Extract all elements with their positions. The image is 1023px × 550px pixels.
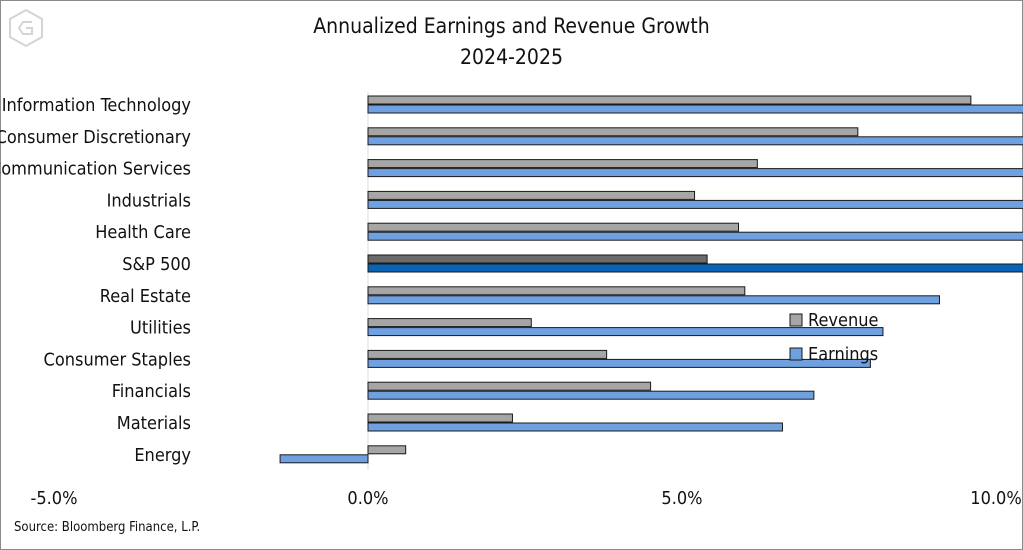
bar-revenue-energy: [367, 445, 407, 455]
bar-revenue-information-technology: [367, 95, 972, 105]
bar-earnings-health-care: [367, 231, 1023, 241]
legend-label-revenue: Revenue: [808, 310, 878, 331]
bar-revenue-utilities: [367, 318, 532, 328]
bar-earnings-real-estate: [367, 295, 940, 305]
bar-earnings-sandp-500: [367, 263, 1023, 273]
category-label-health-care: Health Care: [95, 222, 191, 243]
category-label-real-estate: Real Estate: [100, 286, 191, 307]
x-tick-label: 10.0%: [970, 488, 1021, 509]
bar-earnings-consumer-discretionary: [367, 136, 1023, 146]
bar-revenue-materials: [367, 413, 513, 423]
category-label-industrials: Industrials: [107, 190, 191, 211]
bar-earnings-energy: [279, 454, 369, 464]
category-label-materials: Materials: [117, 413, 191, 434]
bar-earnings-financials: [367, 390, 815, 400]
bar-revenue-industrials: [367, 190, 696, 200]
x-tick-label: 0.0%: [347, 488, 388, 509]
bar-revenue-sandp-500: [367, 254, 708, 264]
category-label-sandp-500: S&P 500: [122, 254, 191, 275]
bar-revenue-communication-services: [367, 159, 758, 169]
category-label-financials: Financials: [112, 381, 191, 402]
category-label-consumer-discretionary: Consumer Discretionary: [0, 127, 191, 148]
bar-revenue-consumer-staples: [367, 349, 608, 359]
bar-earnings-consumer-staples: [367, 358, 871, 368]
bar-revenue-real-estate: [367, 286, 746, 296]
hexagon-g-logo-icon: [9, 8, 43, 48]
legend-swatch-earnings: [789, 347, 803, 361]
chart-subtitle: 2024-2025: [460, 45, 563, 69]
bar-earnings-utilities: [367, 327, 884, 337]
x-tick-label: 5.0%: [661, 488, 702, 509]
bar-earnings-materials: [367, 422, 783, 432]
x-tick-label: -5.0%: [31, 488, 78, 509]
bar-revenue-health-care: [367, 222, 740, 232]
category-label-utilities: Utilities: [130, 318, 191, 339]
source-note: Source: Bloomberg Finance, L.P.: [14, 520, 201, 535]
bar-revenue-financials: [367, 381, 652, 391]
legend-swatch-revenue: [789, 313, 803, 327]
legend-label-earnings: Earnings: [808, 344, 878, 365]
bar-earnings-communication-services: [367, 168, 1023, 178]
category-label-consumer-staples: Consumer Staples: [44, 349, 191, 370]
bar-revenue-consumer-discretionary: [367, 127, 859, 137]
category-label-communication-services: Communication Services: [0, 159, 191, 180]
category-label-energy: Energy: [134, 445, 191, 466]
category-label-information-technology: Information Technology: [2, 95, 192, 116]
bar-earnings-industrials: [367, 199, 1023, 209]
chart-title: Annualized Earnings and Revenue Growth: [313, 14, 710, 38]
bar-earnings-information-technology: [367, 104, 1023, 114]
